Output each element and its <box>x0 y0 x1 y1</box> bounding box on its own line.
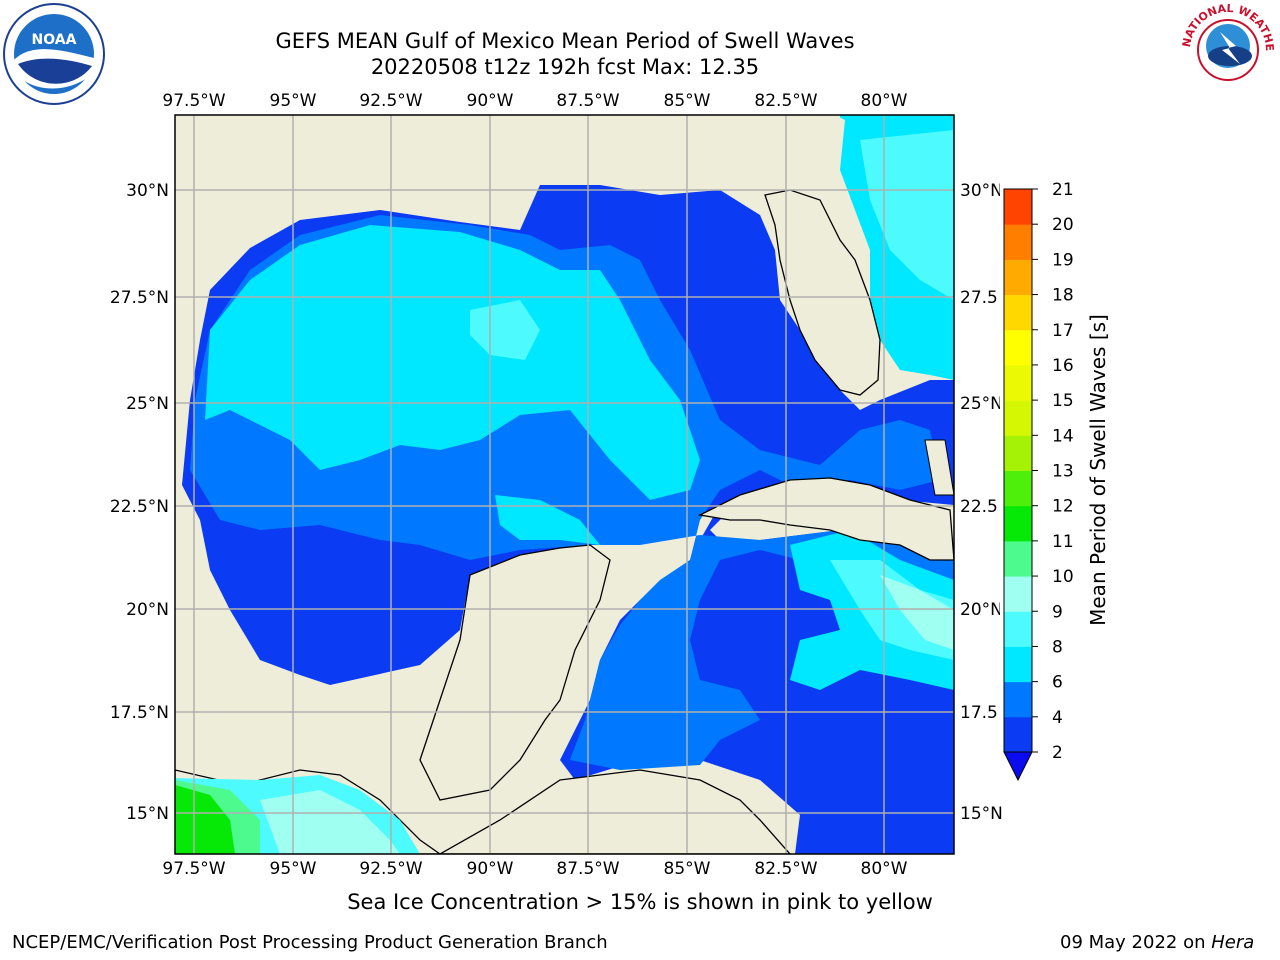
colorbar-segment <box>1004 329 1032 366</box>
colorbar-segment <box>1004 716 1032 753</box>
colorbar-tick-label: 17 <box>1052 321 1074 341</box>
colorbar-tick-label: 13 <box>1052 462 1074 482</box>
colorbar-segment <box>1004 400 1032 436</box>
gulf-water-cyan <box>205 225 700 500</box>
gridlines <box>175 115 954 854</box>
colorbar-label: Mean Period of Swell Waves [s] <box>1086 314 1110 626</box>
lat-label-right: 27.5 <box>960 288 998 308</box>
lat-label: 17.5°N <box>110 703 169 723</box>
lat-label-right: 17.5 <box>960 703 998 723</box>
lon-label: 90°W <box>467 91 514 111</box>
colorbar-segment <box>1004 576 1032 612</box>
colorbar: 2 4 6 8 9 10 11 12 13 14 15 16 17 18 19 20 21 <box>1000 180 1074 782</box>
chart-subtitle: 20220508 t12z 192h fcst Max: 12.35 <box>370 55 760 79</box>
lon-label: 87.5°W <box>556 859 619 879</box>
florida-peninsula <box>764 189 881 396</box>
lat-label-right: 22.5 <box>960 497 998 517</box>
colorbar-segment <box>1004 224 1032 260</box>
colorbar-tick-label: 11 <box>1052 532 1074 552</box>
lat-label-right: 20°N <box>960 600 1003 620</box>
colorbar-tick-label: 21 <box>1052 180 1074 200</box>
lat-label: 27.5°N <box>110 288 169 308</box>
sea-ice-note: Sea Ice Concentration > 15% is shown in … <box>347 890 933 914</box>
lon-label: 95°W <box>270 859 317 879</box>
colorbar-tick-label: 18 <box>1052 286 1074 306</box>
lon-label: 92.5°W <box>359 859 422 879</box>
colorbar-tick-label: 4 <box>1052 708 1063 728</box>
map-frame <box>174 114 955 855</box>
lat-label-right: 15°N <box>960 804 1003 824</box>
lat-label: 30°N <box>126 181 169 201</box>
gulf-water-cyan-2 <box>495 495 600 545</box>
footer-credit: NCEP/EMC/Verification Post Processing Pr… <box>12 932 608 953</box>
lon-label: 85°W <box>664 859 711 879</box>
lat-label-right: 25°N <box>960 394 1003 414</box>
lon-label: 97.5°W <box>162 859 225 879</box>
colorbar-tick-label: 12 <box>1052 497 1074 517</box>
pacific-water-light <box>260 790 400 854</box>
colorbar-tick-label: 20 <box>1052 215 1074 235</box>
lon-label: 97.5°W <box>162 91 225 111</box>
colorbar-segment <box>1004 681 1032 718</box>
lat-label: 22.5°N <box>110 497 169 517</box>
cuba-land <box>697 477 954 561</box>
caribbean-water-lightest <box>880 575 954 650</box>
lon-label: 85°W <box>664 91 711 111</box>
lon-label: 90°W <box>467 859 514 879</box>
nws-logo: NATIONAL WEATHER SERVICE <box>1180 2 1276 96</box>
footer-date-text: 09 May 2022 on <box>1060 932 1212 953</box>
colorbar-tick-label: 2 <box>1052 743 1063 763</box>
colorbar-segment <box>1004 364 1032 401</box>
noaa-logo: NOAA <box>3 3 105 105</box>
colorbar-tick-label: 8 <box>1052 637 1063 657</box>
lat-label: 20°N <box>126 600 169 620</box>
lon-label: 95°W <box>270 91 317 111</box>
lon-label: 82.5°W <box>754 859 817 879</box>
colorbar-tick-label: 15 <box>1052 391 1074 411</box>
lat-label-right: 30°N <box>960 181 1003 201</box>
colorbar-segment <box>1004 435 1032 471</box>
lon-label: 82.5°W <box>754 91 817 111</box>
chart-title: GEFS MEAN Gulf of Mexico Mean Period of … <box>275 29 855 53</box>
colorbar-segment <box>1004 294 1032 331</box>
colorbar-segment <box>1004 505 1032 542</box>
colorbar-tick-label: 14 <box>1052 426 1074 446</box>
lon-labels-top: 97.5°W 95°W 92.5°W 90°W 87.5°W 85°W 82.5°W 80°W <box>162 91 907 111</box>
colorbar-segment <box>1004 646 1032 683</box>
gulf-water-lightcyan <box>470 300 540 360</box>
lon-label: 80°W <box>861 91 908 111</box>
lon-label: 80°W <box>861 859 908 879</box>
noaa-logo-text: NOAA <box>32 32 77 48</box>
florida-land <box>760 115 845 200</box>
lat-label: 15°N <box>126 804 169 824</box>
colorbar-tick-label: 16 <box>1052 356 1074 376</box>
colorbar-segment <box>1004 259 1032 296</box>
footer-host: Hera <box>1211 932 1255 953</box>
footer-date: 09 May 2022 on Hera <box>1060 932 1254 953</box>
lat-labels-right: 30°N 27.5 25°N 22.5 20°N 17.5 15°N <box>960 181 1003 824</box>
map-plot-area <box>175 115 954 854</box>
pacific-water-deepgreen <box>175 785 235 854</box>
lon-label: 87.5°W <box>556 91 619 111</box>
lon-labels-bottom: 97.5°W 95°W 92.5°W 90°W 87.5°W 85°W 82.5°W 80°W <box>162 859 907 879</box>
colorbar-segment <box>1004 470 1032 507</box>
colorbar-tick-label: 9 <box>1052 602 1063 622</box>
lat-label: 25°N <box>126 394 169 414</box>
colorbar-tick-label: 19 <box>1052 250 1074 270</box>
colorbar-segment <box>1004 189 1032 225</box>
lat-labels-left: 30°N 27.5°N 25°N 22.5°N 20°N 17.5°N 15°N <box>110 181 169 824</box>
colorbar-tick-label: 10 <box>1052 567 1074 587</box>
andros-land <box>924 439 954 496</box>
colorbar-segment <box>1004 540 1032 577</box>
lon-label: 92.5°W <box>359 91 422 111</box>
colorbar-segment <box>1004 611 1032 647</box>
colorbar-tick-label: 6 <box>1052 673 1063 693</box>
